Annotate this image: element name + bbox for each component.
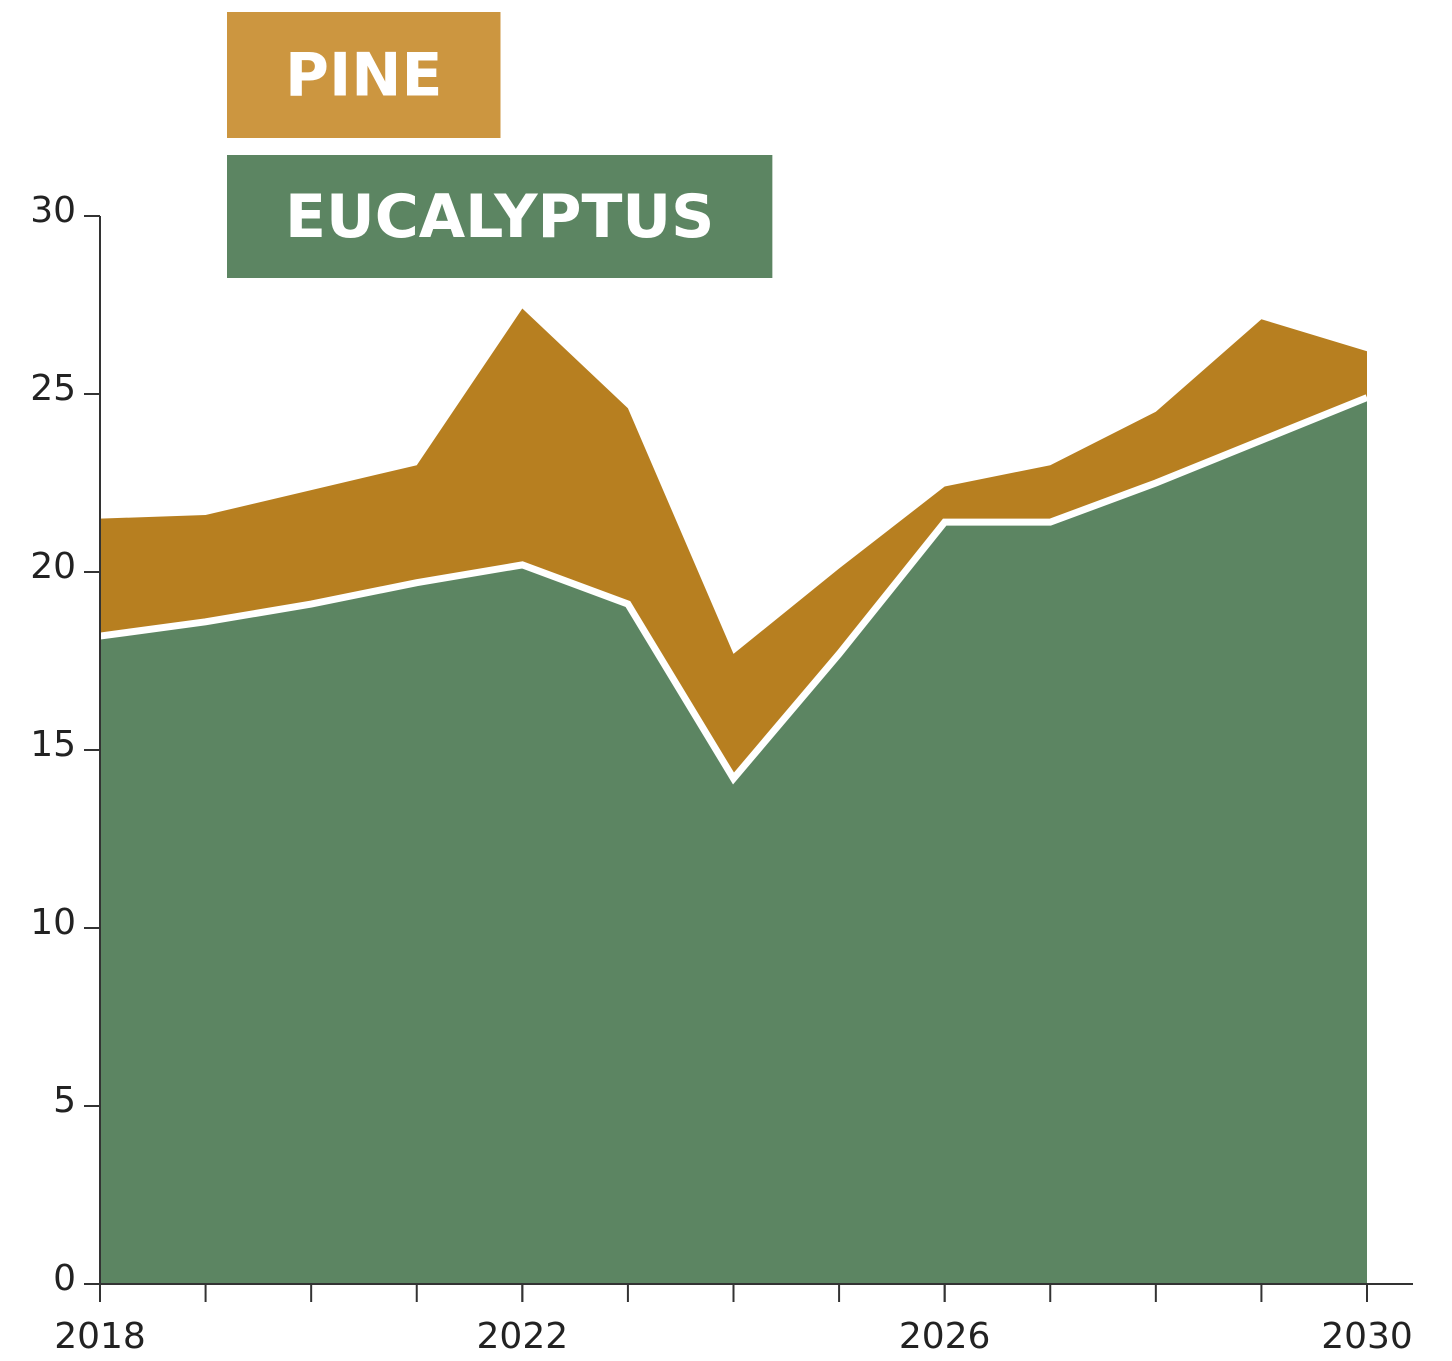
y-tick-label: 30 — [30, 190, 76, 231]
x-tick-label: 2026 — [899, 1316, 991, 1357]
y-tick-label: 0 — [53, 1258, 76, 1299]
y-tick-label: 25 — [30, 368, 76, 409]
legend-label: PINE — [285, 41, 443, 111]
area — [100, 308, 1367, 779]
x-tick-label: 2018 — [54, 1316, 146, 1357]
y-tick-label: 5 — [53, 1080, 76, 1121]
boundary-line — [99, 394, 1369, 785]
area — [100, 397, 1367, 1284]
x-tick-label: 2022 — [477, 1316, 569, 1357]
legend-box — [227, 12, 501, 138]
y-tick-label: 15 — [30, 724, 76, 765]
x-tick-label: 2030 — [1321, 1316, 1413, 1357]
y-tick-label: 20 — [30, 546, 76, 587]
y-tick-label: 10 — [30, 902, 76, 943]
legend-box — [227, 155, 773, 278]
legend-label: EUCALYPTUS — [285, 182, 714, 252]
